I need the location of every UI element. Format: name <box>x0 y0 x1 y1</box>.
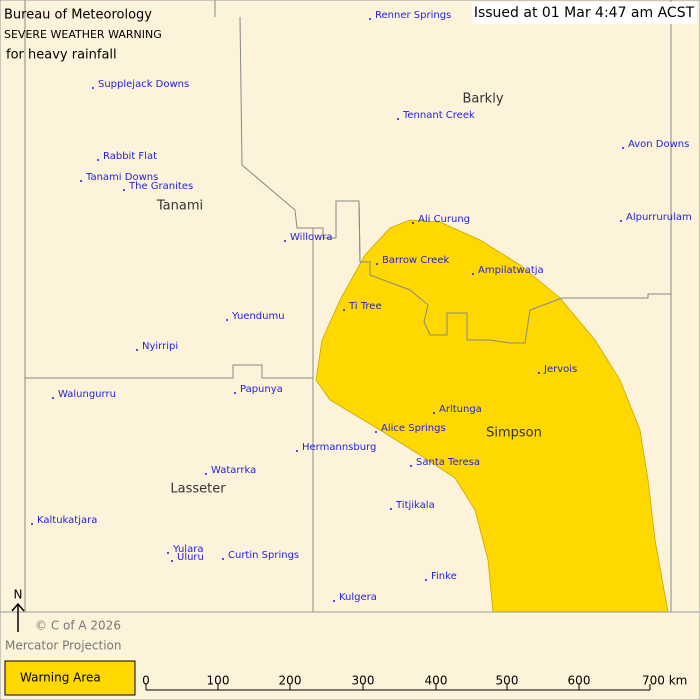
town-dot <box>222 558 224 560</box>
town-label: Ampilatwatja <box>478 265 544 276</box>
town-label: Jervois <box>543 364 577 375</box>
town-dot <box>92 87 94 89</box>
town-dot <box>171 560 173 562</box>
town-label: Avon Downs <box>628 139 689 150</box>
town-label: Alice Springs <box>381 423 446 434</box>
town-dot <box>167 552 169 554</box>
town-label: Uluru <box>177 552 204 563</box>
scale-label: 600 <box>568 674 591 688</box>
town-dot <box>226 319 228 321</box>
scale-label: 700 km <box>642 674 687 688</box>
town-dot <box>622 147 624 149</box>
town-label: Kulgera <box>339 592 377 603</box>
scale-label: 0 <box>142 674 150 688</box>
issued-box <box>472 2 697 24</box>
town-label: Barrow Creek <box>382 255 449 266</box>
town-label: Hermannsburg <box>302 442 376 453</box>
town-label: Yulara <box>172 544 203 555</box>
town-dot <box>205 473 207 475</box>
boundary <box>335 200 563 344</box>
town-dot <box>472 273 474 275</box>
scale-label: 400 <box>425 674 448 688</box>
north-label: N <box>14 588 23 602</box>
town-label: Papunya <box>240 384 283 395</box>
scale-label: 300 <box>352 674 375 688</box>
town-dot <box>80 180 82 182</box>
agency: Bureau of Meteorology <box>4 8 152 23</box>
town-dot <box>397 118 399 120</box>
town-dot <box>376 263 378 265</box>
region-label: Barkly <box>462 92 503 107</box>
north-arrow <box>11 602 25 612</box>
town-label: Tennant Creek <box>402 110 475 121</box>
warning-area <box>315 219 669 613</box>
town-dot <box>284 240 286 242</box>
town-dot <box>97 159 99 161</box>
town-label: Walungurru <box>58 389 116 400</box>
warning-title: SEVERE WEATHER WARNING <box>4 28 162 41</box>
town-dot <box>123 189 125 191</box>
town-dot <box>538 372 540 374</box>
town-label: Curtin Springs <box>228 550 299 561</box>
town-dot <box>433 412 435 414</box>
region-label: Simpson <box>486 426 542 441</box>
scale-label: 500 <box>496 674 519 688</box>
town-label: Yuendumu <box>231 311 285 322</box>
town-dot <box>31 523 33 525</box>
town-dot <box>369 18 371 20</box>
town-dot <box>425 579 427 581</box>
projection: Mercator Projection <box>5 639 122 653</box>
hazard: for heavy rainfall <box>6 48 117 63</box>
town-dot <box>333 600 335 602</box>
issued: Issued at 01 Mar 4:47 am ACST <box>474 5 695 21</box>
town-dot <box>375 431 377 433</box>
town-label: Rabbit Flat <box>103 151 157 162</box>
town-dot <box>390 508 392 510</box>
town-dot <box>296 450 298 452</box>
town-label: Supplejack Downs <box>98 79 189 90</box>
scale-label: 200 <box>279 674 302 688</box>
town-label: Ali Curung <box>418 214 470 225</box>
legend-swatch <box>4 660 136 696</box>
town-label: Kaltukatjara <box>37 515 97 526</box>
town-dot <box>410 465 412 467</box>
copyright: © C of A 2026 <box>35 619 121 633</box>
town-label: Titjikala <box>395 500 435 511</box>
town-label: Finke <box>431 571 457 582</box>
town-dot <box>412 222 414 224</box>
town-label: Watarrka <box>211 465 256 476</box>
region-label: Tanami <box>156 199 203 214</box>
town-dot <box>52 397 54 399</box>
region-label: Lasseter <box>170 482 226 497</box>
legend-label: Warning Area <box>20 671 101 685</box>
town-label: Ti Tree <box>348 301 382 312</box>
town-label: Renner Springs <box>375 10 451 21</box>
town-label: The Granites <box>128 181 193 192</box>
town-label: Tanami Downs <box>85 172 158 183</box>
town-label: Santa Teresa <box>416 457 480 468</box>
town-dot <box>234 392 236 394</box>
scale-label: 100 <box>207 674 230 688</box>
town-label: Alpurrurulam <box>626 212 692 223</box>
town-dot <box>136 349 138 351</box>
town-dot <box>620 220 622 222</box>
town-label: Arltunga <box>439 404 482 415</box>
town-label: Willowra <box>290 232 333 243</box>
town-label: Nyirripi <box>142 341 178 352</box>
town-dot <box>343 309 345 311</box>
